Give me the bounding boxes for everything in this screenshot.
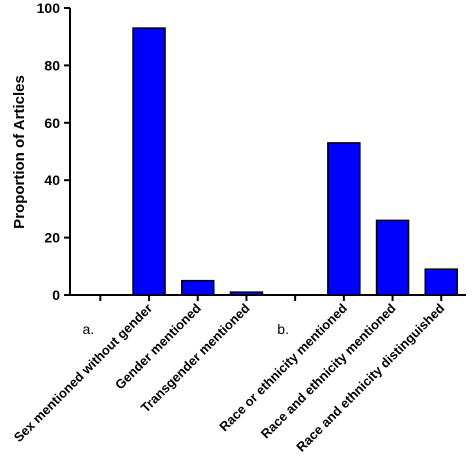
bar [132,27,166,296]
y-tick-label: 60 [44,115,60,131]
bar [424,268,458,296]
bar [181,279,215,296]
bar [375,219,410,296]
x-axis [69,294,466,301]
x-tick-label: Gender mentioned [112,300,204,392]
y-tick-label: 80 [44,57,60,73]
bars [132,27,458,296]
bar [327,142,361,296]
y-tick-label: 0 [52,287,60,303]
group-label: b. [277,321,289,337]
group-label: a. [83,321,95,337]
y-axis: 0 20 40 60 80 100 [37,0,71,303]
bar [229,291,264,296]
y-axis-title: Proportion of Articles [11,75,28,229]
y-tick-label: 20 [44,230,60,246]
y-tick-label: 40 [44,172,60,188]
y-tick-label: 100 [37,0,61,16]
